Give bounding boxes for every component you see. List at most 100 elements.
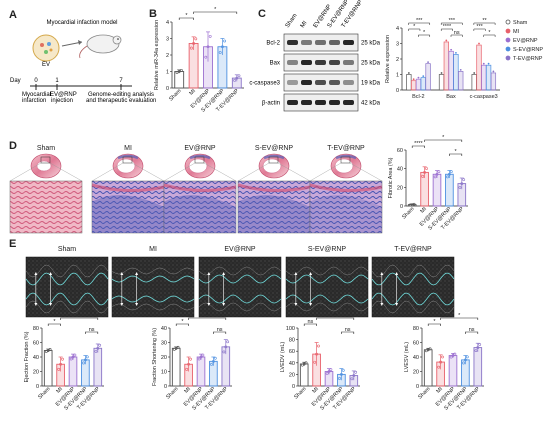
data-point xyxy=(460,182,464,186)
sig-bracket xyxy=(440,22,463,25)
y-tick-label: 20 xyxy=(397,185,403,191)
data-point xyxy=(465,355,469,359)
sig-mark: * xyxy=(488,30,491,36)
sig-bracket xyxy=(193,11,238,14)
echo-label: Sham xyxy=(58,246,76,253)
panel-letter-b: B xyxy=(149,8,157,20)
data-point xyxy=(197,357,201,361)
data-point xyxy=(192,42,196,45)
data-point xyxy=(300,363,304,367)
sig-bracket xyxy=(303,323,317,326)
wall-trace xyxy=(111,295,195,303)
x-tick-label: Sham xyxy=(417,386,432,401)
data-point xyxy=(449,355,453,359)
y-tick-label: 100 xyxy=(286,326,295,332)
data-point xyxy=(421,174,425,178)
sig-mark: * xyxy=(413,24,416,30)
x-tick-label: Sham xyxy=(168,88,183,103)
sig-mark: ns xyxy=(345,327,351,333)
data-point xyxy=(57,367,61,371)
mouse-icon xyxy=(86,34,120,54)
sig-bracket xyxy=(449,153,463,156)
data-point xyxy=(476,346,480,349)
wall-trace xyxy=(371,292,455,306)
bar xyxy=(473,347,483,387)
wb-band xyxy=(343,60,354,65)
data-point xyxy=(447,172,451,176)
data-point xyxy=(329,368,333,371)
y-tick-label: 20 xyxy=(33,370,39,376)
wb-band-name: Bcl-2 xyxy=(266,41,280,47)
sig-bracket xyxy=(408,28,421,31)
legend-marker xyxy=(505,46,511,52)
bar xyxy=(432,173,442,207)
data-point xyxy=(96,346,100,350)
panel-letter-c: C xyxy=(258,8,266,20)
data-point xyxy=(201,353,205,357)
data-point xyxy=(61,357,64,361)
day-label: Day xyxy=(10,78,21,84)
wb-kda: 19 kDa xyxy=(361,81,381,87)
legend-marker xyxy=(505,37,511,43)
y-tick-label: 3 xyxy=(166,37,169,43)
data-point xyxy=(473,72,476,74)
data-point xyxy=(98,343,102,347)
histology-label: MI xyxy=(124,145,132,152)
data-point xyxy=(339,372,343,376)
data-point xyxy=(478,343,482,346)
sig-mark: * xyxy=(78,313,81,319)
wb-kda: 25 kDa xyxy=(361,61,381,67)
sig-bracket xyxy=(47,323,61,326)
y-tick-label: 0 xyxy=(396,88,399,94)
wb-band xyxy=(301,80,312,85)
sig-bracket xyxy=(450,34,463,37)
data-point xyxy=(462,361,465,365)
data-point xyxy=(478,42,480,45)
data-point xyxy=(354,370,358,374)
bar xyxy=(476,44,482,91)
data-point xyxy=(407,72,410,74)
bar xyxy=(68,356,78,387)
sig-bracket xyxy=(427,323,441,326)
bar xyxy=(411,80,417,91)
y-axis-label: LVEDV (mL) xyxy=(280,342,286,373)
data-point xyxy=(474,349,478,353)
panel-c-western-blot: Sham MI EV@RNP S-EV@RNP T-EV@RNP Bcl-2 25… xyxy=(249,0,381,112)
x-tick-label: MI xyxy=(419,206,428,215)
panel-letter-d: D xyxy=(9,140,17,152)
day-0: 0 xyxy=(34,78,38,84)
sig-mark: * xyxy=(423,30,426,36)
data-point xyxy=(235,76,239,80)
bar xyxy=(448,355,458,387)
y-tick-label: 40 xyxy=(413,355,419,361)
y-tick-label: 4 xyxy=(396,26,399,32)
y-tick-label: 4 xyxy=(166,20,169,26)
data-point xyxy=(208,34,212,38)
wb-band xyxy=(287,60,298,65)
legend-label: S-EV@RNP xyxy=(513,47,543,53)
sig-mark: *** xyxy=(416,18,423,24)
y-tick-label: 60 xyxy=(397,148,403,154)
data-point xyxy=(433,175,437,179)
bar xyxy=(481,64,487,91)
y-tick-label: 40 xyxy=(397,167,403,173)
sig-mark: * xyxy=(458,313,461,319)
panel-letter-a: A xyxy=(9,9,17,21)
data-point xyxy=(315,352,319,356)
sig-mark: * xyxy=(185,13,188,19)
data-point xyxy=(492,70,495,73)
wb-kda: 42 kDa xyxy=(361,101,381,107)
sig-mark: * xyxy=(433,319,436,325)
wb-lane-mi: MI xyxy=(300,20,309,29)
data-point xyxy=(226,340,230,344)
y-tick-label: 60 xyxy=(289,349,295,355)
sig-mark: ns xyxy=(307,319,313,325)
y-tick-label: 0 xyxy=(416,384,419,390)
legend-c: Sham MI EV@RNP S-EV@RNP T-EV@RNP xyxy=(505,19,543,62)
wb-band xyxy=(315,80,326,85)
sig-bracket xyxy=(60,317,99,320)
m-mode-echo-image xyxy=(25,256,109,318)
echo-label: T-EV@RNP xyxy=(394,246,432,253)
